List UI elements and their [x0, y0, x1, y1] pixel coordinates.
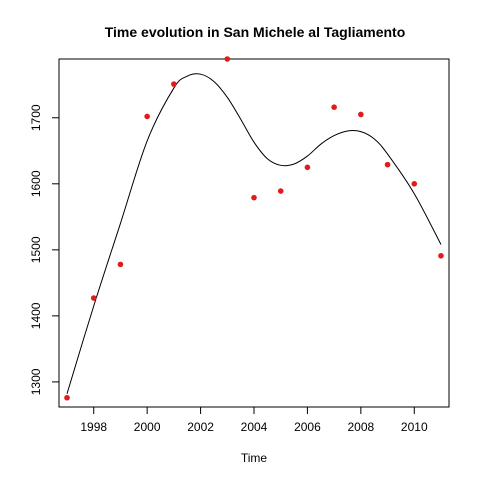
- smooth-trend-line: [66, 73, 442, 394]
- x-tick-label: 2010: [401, 420, 428, 434]
- x-tick-label: 1998: [80, 420, 107, 434]
- data-point: [251, 194, 257, 201]
- y-tick-label: 1300: [29, 368, 43, 395]
- x-tick-label: 2002: [187, 420, 214, 434]
- data-point: [358, 111, 364, 118]
- x-tick-label: 2006: [294, 420, 321, 434]
- data-point: [90, 295, 97, 301]
- data-point: [411, 181, 418, 187]
- data-point: [117, 261, 124, 268]
- y-tick-label: 1700: [29, 104, 43, 131]
- data-point: [304, 164, 311, 171]
- x-tick-label: 2008: [347, 420, 374, 434]
- plot-series: [64, 56, 444, 401]
- x-tick-label: 2000: [134, 420, 161, 434]
- chart-title: Time evolution in San Michele al Tagliam…: [105, 24, 406, 40]
- data-point: [64, 394, 70, 401]
- data-point: [438, 252, 444, 259]
- data-point: [277, 188, 284, 194]
- y-tick-label: 1500: [29, 236, 43, 263]
- data-point: [384, 161, 391, 168]
- x-axis: 1998 2000 2002 2004 2006 2008 2010: [80, 406, 428, 434]
- y-tick-label: 1600: [29, 170, 43, 197]
- data-point: [224, 56, 231, 62]
- data-point: [331, 104, 337, 111]
- data-point: [144, 113, 150, 120]
- x-axis-label: Time: [241, 451, 268, 465]
- x-tick-label: 2004: [241, 420, 268, 434]
- y-axis: 1300 1400 1500 1600 1700: [29, 104, 60, 395]
- y-tick-label: 1400: [29, 302, 43, 329]
- data-point: [171, 81, 177, 87]
